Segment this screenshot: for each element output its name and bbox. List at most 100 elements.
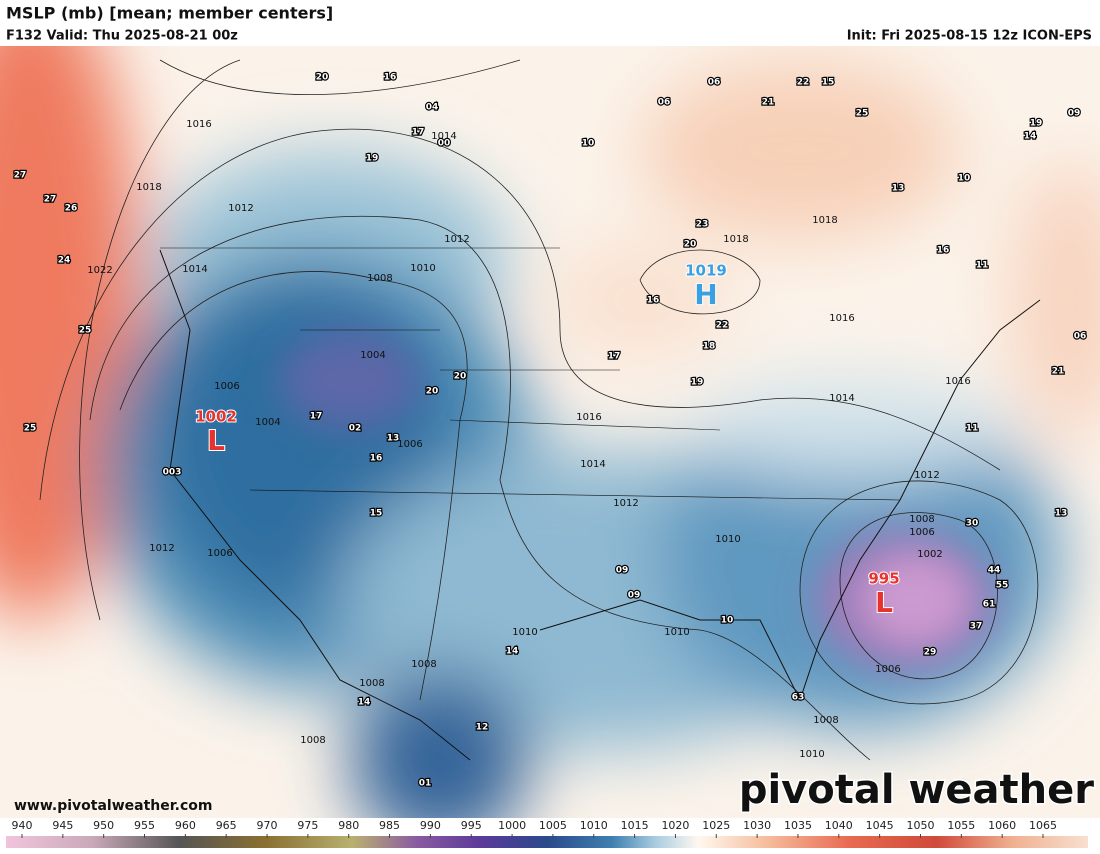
member-center: 16 xyxy=(370,454,383,464)
member-center: 22 xyxy=(797,78,810,88)
member-center: 23 xyxy=(696,220,709,230)
isobar-label: 1012 xyxy=(228,203,253,214)
init-time: Init: Fri 2025-08-15 12z ICON-EPS xyxy=(847,29,1092,44)
member-center: 12 xyxy=(476,723,489,733)
member-center: 15 xyxy=(370,509,383,519)
member-center: 16 xyxy=(937,246,950,256)
colorbar-label: 990 xyxy=(420,819,441,832)
member-center: 01 xyxy=(419,779,432,789)
title: MSLP (mb) [mean; member centers] xyxy=(6,4,333,23)
member-center: 44 xyxy=(988,566,1001,576)
member-center: 06 xyxy=(1074,332,1087,342)
isobar-label: 1010 xyxy=(799,749,824,760)
isobar-label: 1008 xyxy=(359,678,384,689)
colorbar-label: 1015 xyxy=(621,819,649,832)
colorbar-label: 1045 xyxy=(866,819,894,832)
isobar-label: 1012 xyxy=(444,234,469,245)
isobar-label: 1016 xyxy=(945,376,970,387)
member-center: 06 xyxy=(708,78,721,88)
member-center: 25 xyxy=(24,424,37,434)
member-center: 55 xyxy=(996,581,1009,591)
member-center: 00 xyxy=(438,139,451,149)
colorbar-label: 1040 xyxy=(825,819,853,832)
isobar-label: 1006 xyxy=(909,527,934,538)
center-letter: H xyxy=(694,278,717,311)
isobar-label: 1008 xyxy=(909,514,934,525)
borders xyxy=(160,247,901,501)
member-center: 27 xyxy=(14,171,27,181)
colorbar-label: 950 xyxy=(93,819,114,832)
isobar-label: 1010 xyxy=(715,534,740,545)
member-center: 16 xyxy=(647,296,660,306)
isobar-label: 1008 xyxy=(367,273,392,284)
member-center: 16 xyxy=(384,73,397,83)
colorbar-label: 1055 xyxy=(947,819,975,832)
member-center: 11 xyxy=(976,261,989,271)
isobar-label: 1018 xyxy=(723,234,748,245)
member-center: 27 xyxy=(44,195,57,205)
colorbar-label: 965 xyxy=(216,819,237,832)
isobar-label: 1002 xyxy=(917,549,942,560)
coastline xyxy=(159,249,1041,761)
member-center: 63 xyxy=(792,693,805,703)
member-center: 10 xyxy=(721,616,734,626)
member-center: 19 xyxy=(691,378,704,388)
isobar-label: 1004 xyxy=(255,417,280,428)
member-center: 20 xyxy=(684,240,697,250)
member-center: 25 xyxy=(79,326,92,336)
member-center: 14 xyxy=(506,647,519,657)
isobar-label: 1008 xyxy=(411,659,436,670)
colorbar xyxy=(6,836,1088,848)
isobar-label: 1006 xyxy=(214,381,239,392)
member-center: 30 xyxy=(966,519,979,529)
member-center: 06 xyxy=(658,98,671,108)
member-center: 02 xyxy=(349,424,362,434)
member-center: 13 xyxy=(892,184,905,194)
colorbar-label: 1020 xyxy=(661,819,689,832)
isobar-label: 1006 xyxy=(875,664,900,675)
isobar-label: 1014 xyxy=(431,131,456,142)
member-center: 09 xyxy=(628,591,641,601)
colorbar-label: 1050 xyxy=(906,819,934,832)
isobar-label: 1022 xyxy=(87,265,112,276)
colorbar-label: 1060 xyxy=(988,819,1016,832)
center-value: 1019 xyxy=(685,262,727,280)
colorbar-label: 1010 xyxy=(580,819,608,832)
isobar-label: 1006 xyxy=(397,439,422,450)
member-center: 04 xyxy=(426,103,439,113)
member-center: 19 xyxy=(1030,119,1043,129)
colorbar-label: 1035 xyxy=(784,819,812,832)
colorbar-label: 995 xyxy=(461,819,482,832)
member-center: 19 xyxy=(366,154,379,164)
isobars xyxy=(39,59,1039,761)
isobar-label: 1016 xyxy=(576,412,601,423)
isobar-label: 1008 xyxy=(300,735,325,746)
member-center: 20 xyxy=(426,387,439,397)
website: www.pivotalweather.com xyxy=(14,798,213,814)
member-center: 14 xyxy=(1024,132,1037,142)
member-center: 09 xyxy=(616,566,629,576)
colorbar-label: 980 xyxy=(338,819,359,832)
isobar-label: 1014 xyxy=(182,264,207,275)
colorbar-label: 970 xyxy=(257,819,278,832)
colorbar-label: 1005 xyxy=(539,819,567,832)
isobar-label: 1006 xyxy=(207,548,232,559)
member-center: 17 xyxy=(412,128,425,138)
isobar-label: 1016 xyxy=(186,119,211,130)
isobar-label: 1010 xyxy=(512,627,537,638)
member-center: 20 xyxy=(316,73,329,83)
colorbar-label: 940 xyxy=(12,819,33,832)
member-center: 14 xyxy=(358,698,371,708)
isobar-label: 1012 xyxy=(613,498,638,509)
isobar-label: 1010 xyxy=(410,263,435,274)
isobar-label: 1014 xyxy=(829,393,854,404)
colorbar-label: 975 xyxy=(297,819,318,832)
member-center: 17 xyxy=(608,352,621,362)
member-center: 15 xyxy=(822,78,835,88)
member-center: 10 xyxy=(582,139,595,149)
isobar-label: 1018 xyxy=(812,215,837,226)
member-center: 61 xyxy=(983,600,996,610)
member-center: 29 xyxy=(924,648,937,658)
